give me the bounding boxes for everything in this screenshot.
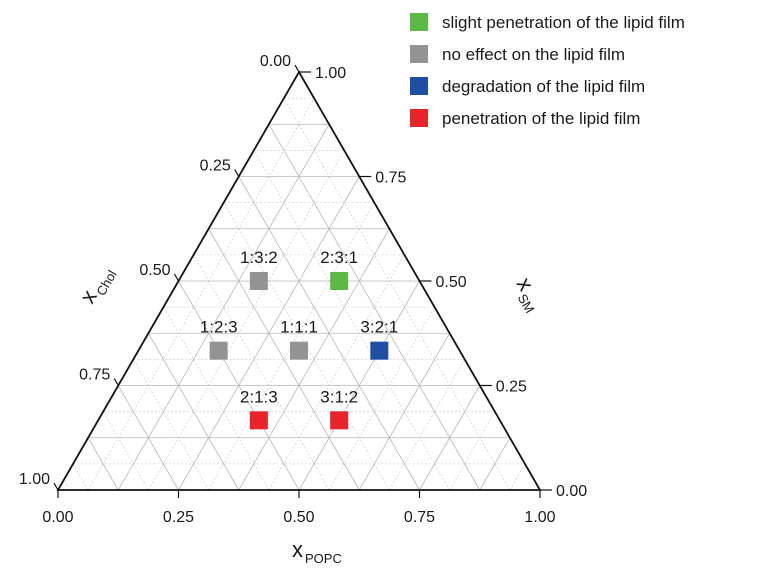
gridline-chol — [163, 306, 270, 491]
gridline-chol — [87, 437, 119, 491]
tick-label-chol: 1.00 — [19, 471, 50, 488]
gridline-popc — [148, 150, 345, 491]
data-point-label: 3:1:2 — [320, 387, 358, 406]
tick-mark-chol — [294, 64, 300, 73]
grid — [72, 97, 526, 491]
data-point-label: 1:2:3 — [200, 318, 238, 337]
axis-title-chol-sub: Chol — [93, 267, 119, 298]
tick-mark-chol — [113, 378, 119, 386]
legend-label: slight penetration of the lipid film — [442, 13, 685, 32]
gridline-chol — [132, 359, 209, 491]
gridline-popc — [509, 463, 526, 491]
gridline-popc — [449, 411, 496, 491]
tick-mark-chol — [53, 482, 59, 491]
legend-label: penetration of the lipid film — [442, 109, 640, 128]
gridline-chol — [178, 280, 300, 491]
tick-label-sm: 1.00 — [315, 65, 346, 82]
tick-label-popc: 0.75 — [404, 509, 435, 526]
gridline-popc — [389, 359, 466, 491]
gridline-popc — [298, 280, 420, 491]
tick-label-sm: 0.00 — [556, 483, 587, 500]
legend-swatch — [410, 109, 428, 127]
data-point-marker — [209, 341, 228, 360]
gridline-popc — [87, 97, 315, 491]
tick-label-sm: 0.50 — [436, 274, 467, 291]
axis-title-popc: x POPC — [292, 537, 342, 566]
data-point-label: 2:1:3 — [240, 387, 278, 406]
legend: slight penetration of the lipid film no e… — [410, 13, 685, 128]
axis-title-sm: x SM — [512, 273, 539, 316]
tick-labels: 0.00 0.25 0.50 0.75 1.00 1.00 0.75 0.50 0.25 0.00… — [19, 53, 587, 526]
data-points: 1:3:2 2:3:1 1:2:3 1:1:1 3:2:1 2:1:3 3:1:2 — [200, 248, 398, 430]
data-point-marker — [330, 411, 349, 430]
data-point-marker — [249, 411, 268, 430]
legend-label: no effect on the lipid film — [442, 45, 625, 64]
tick-mark-chol — [173, 273, 180, 282]
tick-label-popc: 0.00 — [42, 509, 73, 526]
legend-swatch — [410, 45, 428, 63]
tick-label-chol: 0.75 — [79, 367, 110, 384]
axis-title-popc-sub: POPC — [305, 551, 342, 566]
data-point-label: 2:3:1 — [320, 248, 358, 267]
gridline-chol — [253, 150, 450, 491]
tick-label-sm: 0.25 — [496, 379, 527, 396]
legend-label: degradation of the lipid film — [442, 77, 645, 96]
gridline-chol — [72, 463, 89, 491]
data-point-label: 3:2:1 — [360, 318, 398, 337]
tick-label-sm: 0.75 — [375, 170, 406, 187]
gridline-popc — [268, 254, 405, 491]
gridline-popc — [328, 306, 435, 491]
axis-title-chol: x Chol — [75, 267, 120, 307]
data-point-label: 1:3:2 — [240, 248, 278, 267]
tick-label-popc: 0.25 — [163, 509, 194, 526]
tick-label-chol: 0.00 — [260, 53, 291, 70]
tick-label-popc: 0.50 — [283, 509, 314, 526]
gridline-chol — [268, 124, 481, 491]
gridline-chol — [102, 411, 149, 491]
legend-swatch — [410, 13, 428, 31]
gridline-popc — [358, 333, 450, 491]
gridline-chol — [283, 97, 511, 491]
data-point-marker — [330, 272, 349, 290]
gridline-chol — [148, 333, 240, 491]
gridline-chol — [193, 254, 330, 491]
data-point-label: 1:1:1 — [280, 318, 318, 337]
gridline-popc — [479, 437, 511, 491]
axis-title-sm-sub: SM — [515, 291, 538, 315]
data-point-marker — [249, 272, 268, 290]
data-point-marker — [289, 341, 308, 360]
data-point-marker — [370, 341, 389, 360]
axis-title-popc-main: x — [292, 537, 303, 562]
tick-label-chol: 0.50 — [139, 262, 170, 279]
legend-swatch — [410, 77, 428, 95]
gridline-chol — [208, 228, 360, 491]
gridline-popc — [419, 385, 481, 491]
gridline-chol — [117, 385, 179, 491]
gridline-popc — [238, 228, 390, 491]
tick-label-chol: 0.25 — [200, 158, 231, 175]
tick-label-popc: 1.00 — [524, 509, 555, 526]
tick-mark-chol — [234, 169, 240, 177]
